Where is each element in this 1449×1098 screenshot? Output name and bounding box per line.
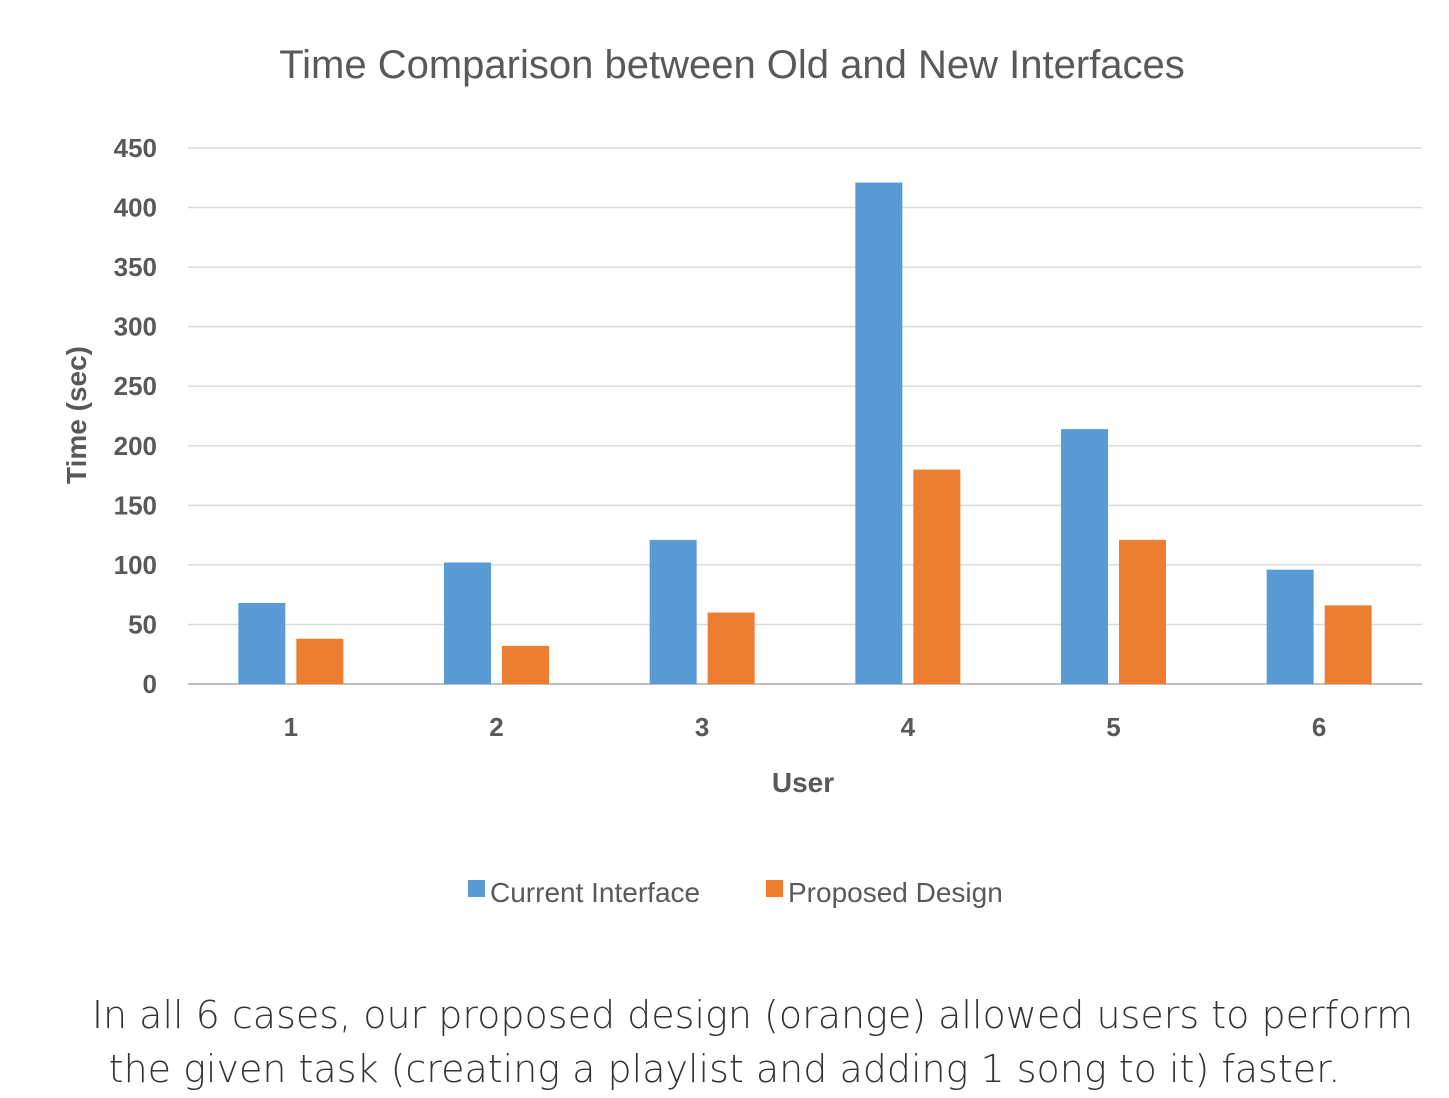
y-tick-label: 100 xyxy=(114,550,157,580)
bar-proposed-design-user-5 xyxy=(1119,539,1166,684)
caption: In all 6 cases, our proposed design (ora… xyxy=(0,988,1449,1096)
bar-current-interface-user-3 xyxy=(649,539,697,684)
x-tick-label: 4 xyxy=(901,712,916,742)
caption-line-1: In all 6 cases, our proposed design (ora… xyxy=(91,993,1414,1037)
y-axis-ticks: 0 50 100 150 200 250 300 350 400 450 xyxy=(114,133,157,699)
x-axis-label: User xyxy=(772,767,834,798)
gridlines xyxy=(188,147,1422,685)
bar-current-interface-user-1 xyxy=(238,603,286,684)
x-tick-label: 5 xyxy=(1106,712,1120,742)
chart-title: Time Comparison between Old and New Inte… xyxy=(279,43,1185,87)
x-tick-label: 3 xyxy=(695,712,709,742)
legend-label: Proposed Design xyxy=(788,877,1003,908)
caption-line-2: the given task (creating a playlist and … xyxy=(108,1047,1341,1091)
y-tick-label: 350 xyxy=(114,252,157,282)
y-axis-label: Time (sec) xyxy=(61,346,92,484)
y-tick-label: 0 xyxy=(143,669,157,699)
bar-proposed-design-user-6 xyxy=(1324,605,1372,684)
bar-chart: Time Comparison between Old and New Inte… xyxy=(61,43,1422,908)
bar-current-interface-user-4 xyxy=(855,182,903,684)
legend-swatch xyxy=(766,880,783,897)
bar-proposed-design-user-2 xyxy=(502,645,549,684)
y-tick-label: 300 xyxy=(114,312,157,342)
bar-proposed-design-user-1 xyxy=(296,638,344,684)
bar-current-interface-user-6 xyxy=(1266,569,1314,684)
y-tick-label: 200 xyxy=(114,431,157,461)
y-tick-label: 250 xyxy=(114,371,157,401)
x-tick-label: 1 xyxy=(284,712,298,742)
y-tick-label: 450 xyxy=(114,133,157,163)
x-tick-label: 6 xyxy=(1312,712,1326,742)
legend-swatch xyxy=(468,880,485,897)
bar-proposed-design-user-4 xyxy=(913,469,961,684)
x-axis-ticks: 1 2 3 4 5 6 xyxy=(284,712,1327,742)
y-tick-label: 150 xyxy=(114,490,157,520)
bars xyxy=(238,182,1372,684)
legend: Current Interface Proposed Design xyxy=(468,877,1003,908)
bar-proposed-design-user-3 xyxy=(707,612,755,684)
y-tick-label: 400 xyxy=(114,193,157,223)
bar-current-interface-user-2 xyxy=(444,562,491,684)
y-tick-label: 50 xyxy=(128,609,157,639)
x-tick-label: 2 xyxy=(489,712,503,742)
legend-label: Current Interface xyxy=(490,877,700,908)
bar-current-interface-user-5 xyxy=(1061,429,1108,684)
